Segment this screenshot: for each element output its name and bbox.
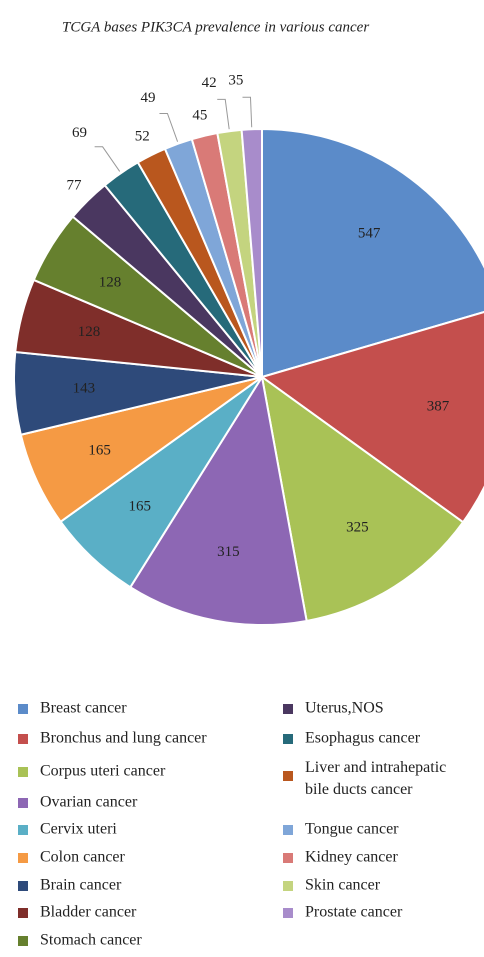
value-label: 69: [72, 125, 87, 141]
legend-swatch: [18, 734, 28, 744]
value-label: 42: [202, 75, 217, 91]
chart-title: TCGA bases PIK3CA prevalence in various …: [62, 19, 369, 35]
leader-line: [217, 98, 230, 130]
legend-swatch: [283, 881, 293, 891]
leader-line: [242, 96, 253, 128]
legend-swatch: [18, 936, 28, 946]
pie-slice: [260, 374, 465, 623]
legend-swatch: [18, 825, 28, 835]
legend-label: Uterus,NOS: [305, 700, 384, 717]
value-label: 35: [228, 73, 243, 89]
legend-swatch: [18, 704, 28, 714]
pie-slice: [261, 127, 484, 379]
pie-slice: [240, 127, 263, 378]
value-label: 45: [192, 108, 207, 124]
value-label: 52: [135, 129, 150, 145]
legend-swatch: [18, 767, 28, 777]
value-label: 49: [141, 90, 156, 106]
legend-label: Esophagus cancer: [305, 730, 421, 747]
pie-slice: [259, 311, 484, 524]
legend-label: Corpus uteri cancer: [40, 763, 166, 780]
legend-label: Breast cancer: [40, 700, 127, 717]
legend-label: Kidney cancer: [305, 849, 399, 866]
legend-label: Cervix uteri: [40, 821, 117, 838]
pie-slice: [128, 374, 308, 626]
legend-label: Skin cancer: [305, 877, 381, 894]
legend-swatch: [283, 771, 293, 781]
legend-label-line: Liver and intrahepatic: [305, 759, 446, 776]
legend-swatch: [283, 853, 293, 863]
leader-line: [94, 146, 121, 172]
leader-line: [159, 112, 179, 142]
legend-label-line: bile ducts cancer: [305, 781, 413, 798]
value-label: 165: [129, 499, 152, 515]
legend-swatch: [18, 908, 28, 918]
legend-label: Brain cancer: [40, 877, 122, 894]
legend-label: Bladder cancer: [40, 904, 137, 921]
value-label: 547: [358, 226, 381, 242]
legend-swatch: [283, 704, 293, 714]
value-label: 77: [67, 177, 83, 193]
legend-swatch: [283, 734, 293, 744]
legend-swatch: [283, 825, 293, 835]
legend-label: Colon cancer: [40, 849, 126, 866]
legend-swatch: [283, 908, 293, 918]
legend-swatch: [18, 798, 28, 808]
value-label: 165: [88, 443, 111, 459]
value-label: 128: [99, 275, 122, 291]
legend-label: Bronchus and lung cancer: [40, 730, 207, 747]
legend-swatch: [18, 881, 28, 891]
legend-label: Stomach cancer: [40, 932, 142, 949]
value-label: 325: [346, 519, 369, 535]
legend-swatch: [18, 853, 28, 863]
value-label: 143: [73, 380, 96, 396]
legend-label: Liver and intrahepatic bile ducts cancer: [305, 759, 446, 798]
legend-label: Tongue cancer: [305, 821, 399, 838]
value-label: 128: [78, 324, 101, 340]
value-label: 315: [217, 544, 240, 560]
legend-label: Ovarian cancer: [40, 794, 138, 811]
value-label: 387: [427, 399, 450, 415]
legend-label: Prostate cancer: [305, 904, 403, 921]
